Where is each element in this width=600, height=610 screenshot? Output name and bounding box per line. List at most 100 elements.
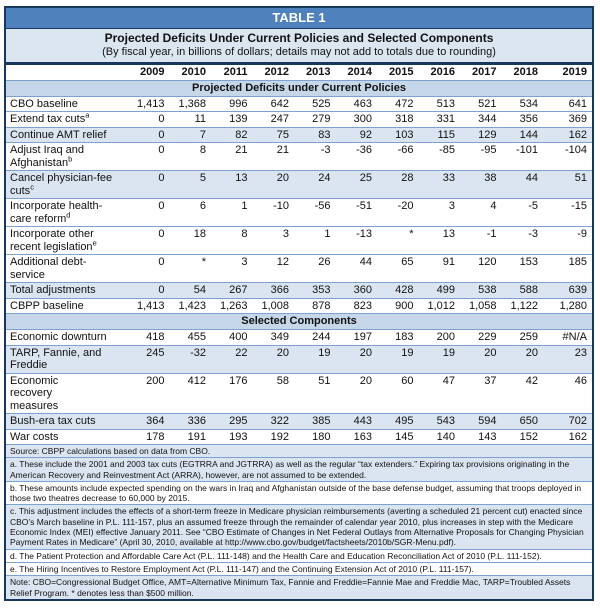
value-cell: 143	[478, 430, 497, 443]
value-cell: 344	[478, 113, 497, 125]
footnote-marker: b	[68, 153, 73, 163]
value-cell: 641	[568, 97, 587, 110]
value-cell: 642	[270, 97, 289, 110]
footnote: b. These amounts include expected spendi…	[6, 481, 592, 506]
value-cell: 152	[519, 430, 538, 443]
row-label-text: Incorporate other recent legislation	[10, 228, 94, 253]
value-cell: 823	[353, 299, 372, 312]
value-cell: 538	[478, 284, 497, 296]
value-cell: 20	[359, 346, 372, 359]
value-cell: 120	[478, 256, 497, 268]
table-row: Extend tax cutsa 0 11 139 247 279 300 318 331 344…	[6, 111, 592, 128]
value-cell: 495	[395, 415, 414, 427]
value-cell: 60	[401, 374, 414, 387]
row-label: CBPP baseline	[6, 299, 128, 314]
value-cell: *	[201, 256, 206, 268]
value-cell: 229	[478, 331, 497, 343]
value-cell: 12	[276, 256, 289, 268]
footnote-marker: e	[92, 237, 97, 247]
value-cell: 180	[312, 430, 331, 443]
value-cell: 19	[401, 346, 414, 359]
value-cell: 162	[568, 430, 587, 443]
value-cell: 8	[199, 144, 206, 156]
value-cell: 24	[318, 172, 331, 184]
table-row: Cancel physician-fee cutsc 0 5 13 20 24 25 28 33…	[6, 171, 592, 199]
value-cell: 443	[353, 415, 372, 427]
value-cell: 83	[318, 128, 331, 141]
row-label-text: War costs	[10, 430, 59, 443]
value-cell: 65	[401, 256, 414, 268]
value-cell: 322	[270, 415, 289, 427]
value-cell: 19	[318, 346, 331, 359]
table-row: CBO baseline 1,413 1,368 996 642 525 463 472 513…	[6, 96, 592, 112]
value-cell: 499	[436, 284, 455, 296]
corner-cell	[6, 65, 128, 67]
value-cell: 1,413	[136, 97, 165, 110]
value-cell: 455	[187, 331, 206, 343]
year-header-row: 2009 2010 2011 2012 2013 2014 2015 2016 2017 2018…	[6, 65, 592, 81]
value-cell: 139	[229, 113, 248, 125]
table-frame: TABLE 1 Projected Deficits Under Current…	[4, 6, 594, 601]
table-row: Continue AMT relief 0 7 82 75 83 92 103 115 129 14…	[6, 127, 592, 143]
value-cell: 521	[478, 97, 497, 110]
value-cell: 639	[568, 284, 587, 296]
value-cell: 878	[312, 299, 331, 312]
table-units-line: (By fiscal year, in billions of dollars;…	[102, 46, 496, 58]
value-cell: 23	[574, 346, 587, 359]
value-cell: 0	[158, 256, 165, 268]
row-label: TARP, Fannie, and Freddie	[6, 346, 128, 373]
value-cell: 1,423	[178, 299, 206, 312]
value-cell: 259	[519, 331, 538, 343]
value-cell: 4	[490, 200, 497, 212]
footnote: e. The Hiring Incentives to Restore Empl…	[6, 562, 592, 577]
value-cell: 20	[484, 346, 497, 359]
value-cell: 356	[519, 113, 538, 125]
value-cell: 349	[270, 331, 289, 343]
value-cell: 3	[448, 200, 455, 212]
value-cell: 0	[158, 228, 165, 240]
value-cell: 1,012	[427, 299, 455, 312]
year-cell: 2011	[223, 66, 248, 78]
value-cell: 1,008	[261, 299, 289, 312]
value-cell: 19	[442, 346, 455, 359]
footnote: Source: CBPP calculations based on data …	[6, 445, 592, 459]
row-label: Additional debt- service	[6, 255, 128, 282]
value-cell: 1,058	[468, 299, 497, 312]
value-cell: -66	[397, 144, 414, 156]
row-label: Continue AMT relief	[6, 128, 128, 143]
value-cell: 369	[568, 113, 587, 125]
value-cell: -95	[480, 144, 497, 156]
value-cell: 13	[235, 172, 248, 184]
row-label-text: Adjust Iraq and Afghanistan	[10, 144, 84, 169]
value-cell: 38	[484, 172, 497, 184]
value-cell: 20	[276, 346, 289, 359]
section-header: Projected Deficits under Current Policie…	[6, 80, 592, 97]
year-cell: 2013	[306, 66, 331, 78]
value-cell: 75	[276, 128, 289, 141]
value-cell: 3	[241, 256, 248, 268]
value-cell: 1,280	[559, 299, 587, 312]
value-cell: -56	[314, 200, 331, 212]
value-cell: 0	[158, 172, 165, 184]
value-cell: 192	[270, 430, 289, 443]
table-row: Incorporate other recent legislatione 0 18…	[6, 227, 592, 255]
table-row: Economic recovery measures 200 412 176 58 51 2…	[6, 373, 592, 414]
value-cell: 385	[312, 415, 331, 427]
value-cell: 22	[235, 346, 248, 359]
value-cell: 51	[318, 374, 331, 387]
value-cell: 463	[353, 97, 372, 110]
value-cell: -101	[515, 144, 538, 156]
value-cell: 428	[395, 284, 414, 296]
value-cell: -32	[190, 346, 206, 359]
value-cell: 20	[359, 374, 372, 387]
value-cell: 176	[229, 374, 248, 387]
value-cell: 472	[395, 97, 414, 110]
value-cell: 650	[519, 415, 538, 427]
value-cell: 400	[229, 331, 248, 343]
year-cell: 2019	[562, 66, 587, 78]
value-cell: 331	[436, 113, 455, 125]
value-cell: -13	[356, 228, 372, 240]
value-cell: 1	[241, 200, 248, 212]
section-header: Selected Components	[6, 314, 592, 330]
value-cell: 58	[276, 374, 289, 387]
